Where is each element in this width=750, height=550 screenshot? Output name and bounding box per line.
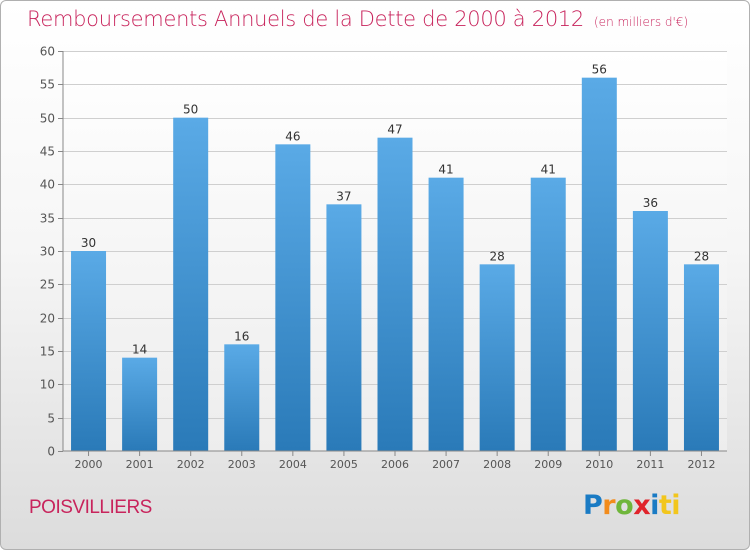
data-label: 28 <box>694 249 709 263</box>
data-label: 56 <box>592 63 607 77</box>
x-tick-label: 2007 <box>432 458 460 471</box>
x-tick-label: 2001 <box>126 458 154 471</box>
logo-letter: i <box>650 490 659 521</box>
chart-unit: (en milliers d'€) <box>594 15 689 29</box>
commune-name: POISVILLIERS <box>29 497 152 518</box>
x-tick-label: 2005 <box>330 458 358 471</box>
y-tick-label: 5 <box>47 412 55 426</box>
data-label: 46 <box>285 129 300 143</box>
bar <box>683 264 719 451</box>
y-tick-label: 40 <box>40 178 55 192</box>
x-tick-label: 2009 <box>534 458 562 471</box>
y-tick-label: 60 <box>40 45 55 59</box>
logo-letter: r <box>602 490 616 521</box>
bar <box>71 251 107 451</box>
bar <box>326 204 362 451</box>
chart-title: Remboursements Annuels de la Dette de 20… <box>27 7 688 31</box>
y-tick-label: 25 <box>40 278 55 292</box>
x-tick-label: 2008 <box>483 458 511 471</box>
data-label: 41 <box>438 163 453 177</box>
logo-letter: ti <box>658 490 681 521</box>
bar <box>479 264 515 451</box>
y-tick-label: 15 <box>40 345 55 359</box>
bar <box>530 177 566 451</box>
data-label: 47 <box>387 123 402 137</box>
y-tick-label: 0 <box>47 445 55 459</box>
data-label: 14 <box>132 343 147 357</box>
value-labels: 30 14 50 16 46 37 47 41 28 41 56 36 28 <box>81 63 709 357</box>
data-label: 36 <box>643 196 658 210</box>
data-label: 41 <box>541 163 556 177</box>
data-label: 30 <box>81 236 96 250</box>
bar <box>581 77 617 452</box>
x-tick-label: 2003 <box>228 458 256 471</box>
x-tick-label: 2012 <box>687 458 715 471</box>
x-tick-label: 2011 <box>636 458 664 471</box>
proxiti-logo[interactable]: Proxiti <box>583 490 681 521</box>
y-axis-ticks: 0 5 10 15 20 25 30 35 40 45 50 55 60 <box>40 45 63 459</box>
bar <box>224 344 260 451</box>
y-tick-label: 35 <box>40 212 55 226</box>
y-tick-label: 55 <box>40 78 55 92</box>
bar <box>173 117 209 452</box>
logo-letter: P <box>583 490 603 521</box>
y-tick-label: 30 <box>40 245 55 259</box>
logo-letter: x <box>633 490 651 521</box>
data-label: 16 <box>234 329 249 343</box>
data-label: 28 <box>490 249 505 263</box>
logo-letter: o <box>615 490 634 521</box>
x-tick-label: 2010 <box>585 458 613 471</box>
x-tick-label: 2000 <box>75 458 103 471</box>
x-tick-label: 2006 <box>381 458 409 471</box>
x-tick-label: 2004 <box>279 458 307 471</box>
x-axis-ticks: 2000 2001 2002 2003 2004 2005 2006 2007 2008 2009… <box>75 451 715 471</box>
bar <box>428 177 464 451</box>
bar <box>275 144 311 452</box>
y-tick-label: 10 <box>40 378 55 392</box>
bar <box>122 357 158 451</box>
y-tick-label: 50 <box>40 112 55 126</box>
data-label: 37 <box>336 189 351 203</box>
y-tick-label: 45 <box>40 145 55 159</box>
y-tick-label: 20 <box>40 312 55 326</box>
bars <box>71 77 719 452</box>
x-tick-label: 2002 <box>177 458 205 471</box>
chart-title-text: Remboursements Annuels de la Dette de 20… <box>27 7 584 31</box>
bar <box>377 137 413 451</box>
data-label: 50 <box>183 103 198 117</box>
bar <box>632 211 668 451</box>
